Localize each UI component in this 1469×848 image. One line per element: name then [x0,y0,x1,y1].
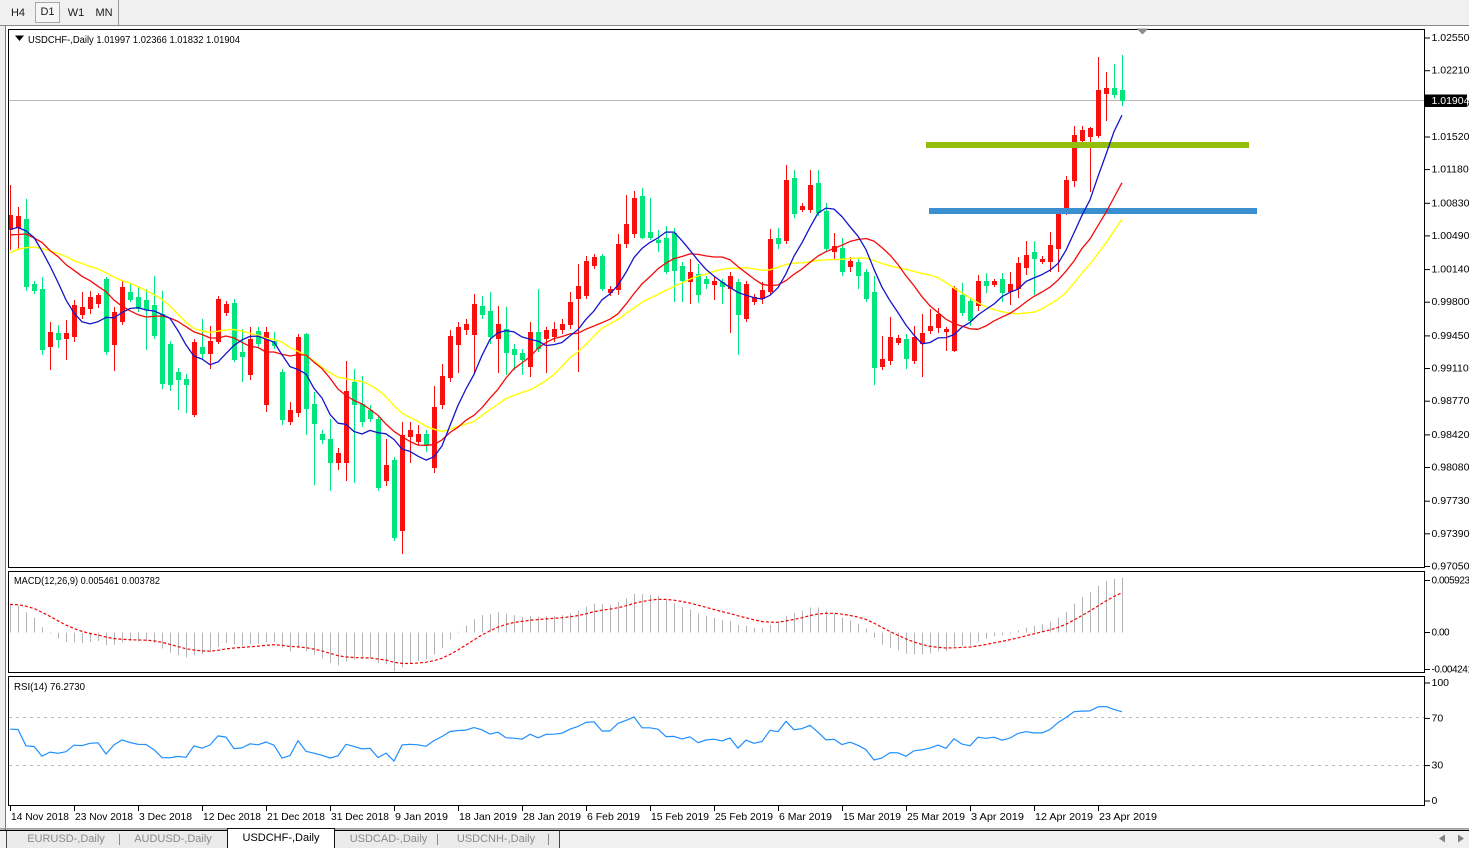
svg-text:1.00490: 1.00490 [1432,230,1469,242]
svg-text:12 Dec 2018: 12 Dec 2018 [203,811,261,823]
svg-text:70: 70 [1432,712,1444,724]
svg-text:0.00: 0.00 [1432,628,1451,639]
svg-text:15 Mar 2019: 15 Mar 2019 [843,811,901,823]
svg-text:0.99110: 0.99110 [1432,363,1469,375]
svg-text:0.98770: 0.98770 [1432,395,1469,407]
svg-text:25 Mar 2019: 25 Mar 2019 [907,811,965,823]
svg-text:23 Apr 2019: 23 Apr 2019 [1099,811,1157,823]
svg-text:25 Feb 2019: 25 Feb 2019 [715,811,773,823]
svg-text:3 Apr 2019: 3 Apr 2019 [971,811,1024,823]
svg-text:23 Nov 2018: 23 Nov 2018 [75,811,133,823]
svg-text:RSI(14) 76.2730: RSI(14) 76.2730 [14,681,85,693]
svg-text:-0.004241: -0.004241 [1432,665,1469,676]
svg-text:21 Dec 2018: 21 Dec 2018 [267,811,325,823]
svg-text:0: 0 [1432,795,1438,807]
svg-text:1.01180: 1.01180 [1432,164,1469,176]
svg-text:0.98080: 0.98080 [1432,462,1469,474]
svg-text:28 Jan 2019: 28 Jan 2019 [523,811,581,823]
svg-text:0.005923: 0.005923 [1432,576,1469,587]
svg-text:1.00140: 1.00140 [1432,264,1469,276]
svg-text:14 Nov 2018: 14 Nov 2018 [11,811,69,823]
svg-text:0.99450: 0.99450 [1432,330,1469,342]
svg-text:18 Jan 2019: 18 Jan 2019 [459,811,517,823]
svg-text:6 Feb 2019: 6 Feb 2019 [587,811,640,823]
svg-text:31 Dec 2018: 31 Dec 2018 [331,811,389,823]
svg-text:0.97050: 0.97050 [1432,561,1469,573]
svg-text:9 Jan 2019: 9 Jan 2019 [395,811,448,823]
svg-text:30: 30 [1432,760,1444,772]
svg-text:MACD(12,26,9) 0.005461 0.00378: MACD(12,26,9) 0.005461 0.003782 [14,575,160,587]
svg-text:100: 100 [1432,677,1450,689]
svg-text:0.99800: 0.99800 [1432,296,1469,308]
svg-text:1.02550: 1.02550 [1432,32,1469,44]
svg-text:0.98420: 0.98420 [1432,429,1469,441]
svg-text:6 Mar 2019: 6 Mar 2019 [779,811,832,823]
svg-text:15 Feb 2019: 15 Feb 2019 [651,811,709,823]
svg-text:1.00830: 1.00830 [1432,197,1469,209]
svg-text:0.97390: 0.97390 [1432,528,1469,540]
svg-text:1.02210: 1.02210 [1432,65,1469,77]
svg-text:3 Dec 2018: 3 Dec 2018 [139,811,192,823]
svg-text:1.01520: 1.01520 [1432,131,1469,143]
svg-text:12 Apr 2019: 12 Apr 2019 [1035,811,1093,823]
svg-text:USDCHF-,Daily 1.01997 1.02366: USDCHF-,Daily 1.01997 1.02366 1.01832 1.… [28,34,240,46]
svg-text:1.01904: 1.01904 [1432,95,1469,107]
svg-text:0.97730: 0.97730 [1432,495,1469,507]
